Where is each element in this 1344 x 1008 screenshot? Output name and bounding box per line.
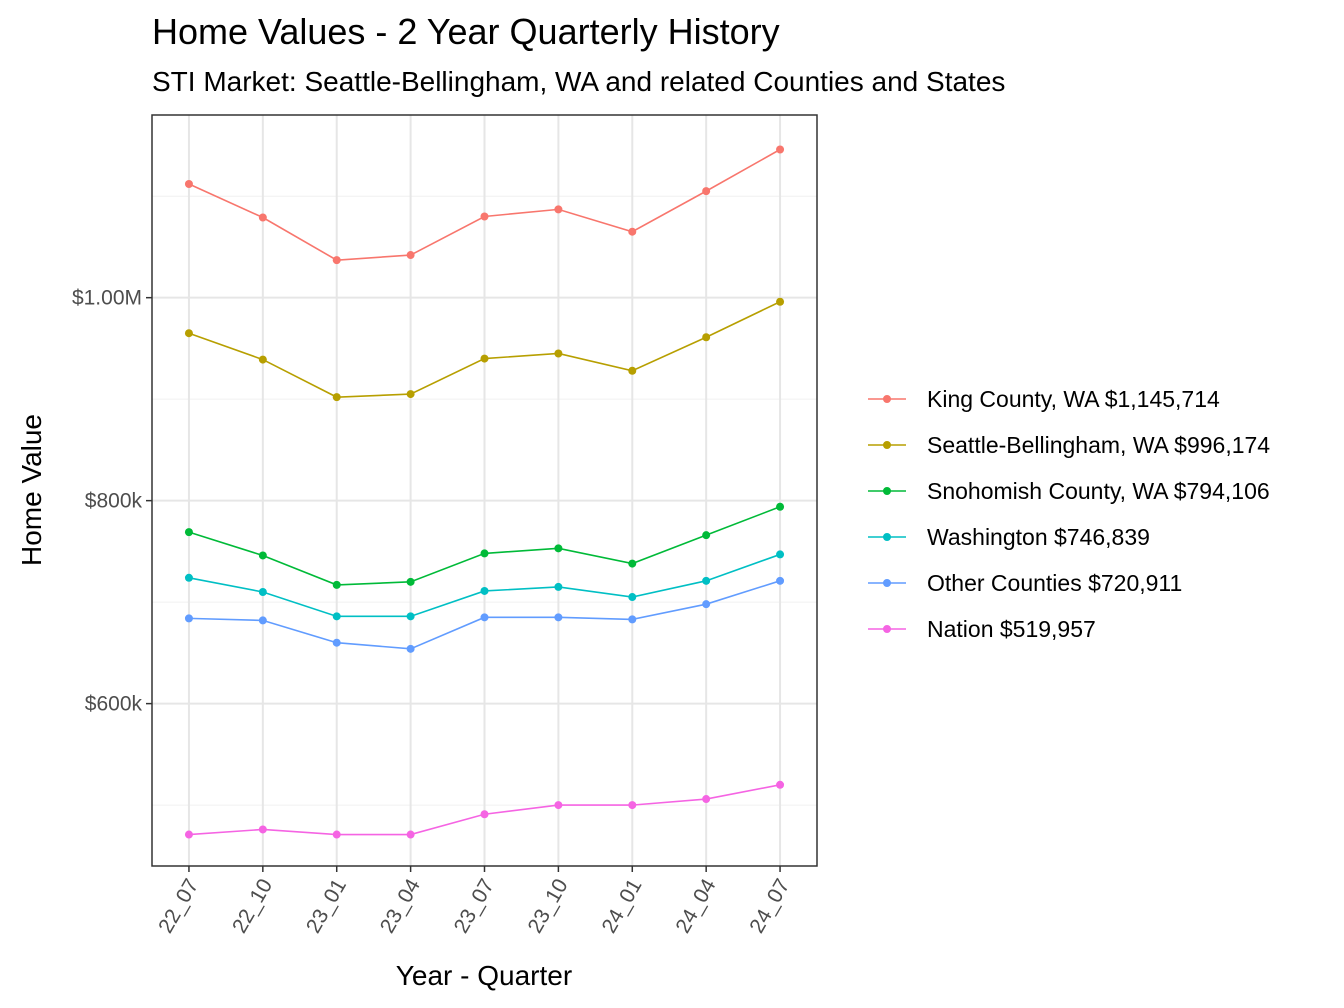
data-point <box>776 502 785 511</box>
data-point <box>332 830 341 839</box>
data-point <box>406 644 415 653</box>
series-group <box>184 502 785 589</box>
data-point <box>554 205 563 214</box>
data-point <box>480 810 489 819</box>
data-point <box>776 145 785 154</box>
data-point <box>554 544 563 553</box>
legend-label: King County, WA $1,145,714 <box>927 386 1220 412</box>
data-point <box>480 613 489 622</box>
legend-label: Other Counties $720,911 <box>927 570 1182 596</box>
data-point <box>258 587 267 596</box>
y-tick-label: $600k <box>85 693 143 716</box>
legend-item: Seattle-Bellingham, WA $996,174 <box>868 432 1270 458</box>
data-point <box>184 573 193 582</box>
legend-key-point <box>883 487 891 495</box>
data-point <box>258 551 267 560</box>
data-point <box>258 616 267 625</box>
data-point <box>184 614 193 623</box>
data-point <box>406 830 415 839</box>
y-tick-label: $1.00M <box>72 287 142 310</box>
data-point <box>702 333 711 342</box>
data-point <box>702 600 711 609</box>
data-point <box>554 582 563 591</box>
legend-item: Washington $746,839 <box>868 524 1150 550</box>
data-point <box>332 393 341 402</box>
x-axis-title: Year - Quarter <box>396 960 572 991</box>
data-point <box>480 354 489 363</box>
data-point <box>332 638 341 647</box>
data-point <box>406 612 415 621</box>
series-group <box>184 145 785 265</box>
data-point <box>628 366 637 375</box>
y-axis: $600k $800k $1.00M <box>72 287 152 716</box>
data-point <box>702 795 711 804</box>
data-point <box>332 612 341 621</box>
data-point <box>480 212 489 221</box>
data-point <box>406 577 415 586</box>
data-point <box>554 349 563 358</box>
chart-subtitle: STI Market: Seattle-Bellingham, WA and r… <box>152 66 1005 97</box>
legend: King County, WA $1,145,714 Seattle-Bellin… <box>868 386 1270 642</box>
data-point <box>480 586 489 595</box>
legend-key-point <box>883 441 891 449</box>
data-point <box>776 780 785 789</box>
legend-key-point <box>883 395 891 403</box>
data-point <box>332 580 341 589</box>
data-point <box>406 251 415 260</box>
data-point <box>628 615 637 624</box>
legend-label: Washington $746,839 <box>927 524 1150 550</box>
data-point <box>184 830 193 839</box>
data-point <box>554 613 563 622</box>
data-point <box>628 801 637 810</box>
data-point <box>184 180 193 189</box>
data-point <box>184 528 193 537</box>
series-group <box>184 297 785 402</box>
y-tick-label: $800k <box>85 490 143 513</box>
legend-key-point <box>883 533 891 541</box>
series-layer <box>184 145 785 839</box>
data-point <box>554 801 563 810</box>
series-group <box>184 576 785 653</box>
data-point <box>332 256 341 265</box>
data-point <box>776 550 785 559</box>
series-group <box>184 550 785 621</box>
chart-title: Home Values - 2 Year Quarterly History <box>152 11 780 52</box>
data-point <box>184 329 193 338</box>
legend-label: Snohomish County, WA $794,106 <box>927 478 1270 504</box>
grid-layer <box>152 115 817 866</box>
legend-label: Seattle-Bellingham, WA $996,174 <box>927 432 1270 458</box>
data-point <box>702 531 711 540</box>
legend-key-point <box>883 625 891 633</box>
data-point <box>628 593 637 602</box>
data-point <box>258 355 267 364</box>
data-point <box>628 227 637 236</box>
legend-key-point <box>883 579 891 587</box>
data-point <box>406 390 415 399</box>
y-axis-title: Home Value <box>16 414 47 566</box>
data-point <box>258 213 267 222</box>
legend-item: King County, WA $1,145,714 <box>868 386 1220 412</box>
data-point <box>702 576 711 585</box>
data-point <box>776 576 785 585</box>
legend-item: Nation $519,957 <box>868 616 1096 642</box>
data-point <box>258 825 267 834</box>
legend-label: Nation $519,957 <box>927 616 1096 642</box>
data-point <box>702 187 711 196</box>
data-point <box>480 549 489 558</box>
legend-item: Snohomish County, WA $794,106 <box>868 478 1270 504</box>
series-group <box>184 780 785 839</box>
data-point <box>776 297 785 306</box>
data-point <box>628 559 637 568</box>
legend-item: Other Counties $720,911 <box>868 570 1182 596</box>
